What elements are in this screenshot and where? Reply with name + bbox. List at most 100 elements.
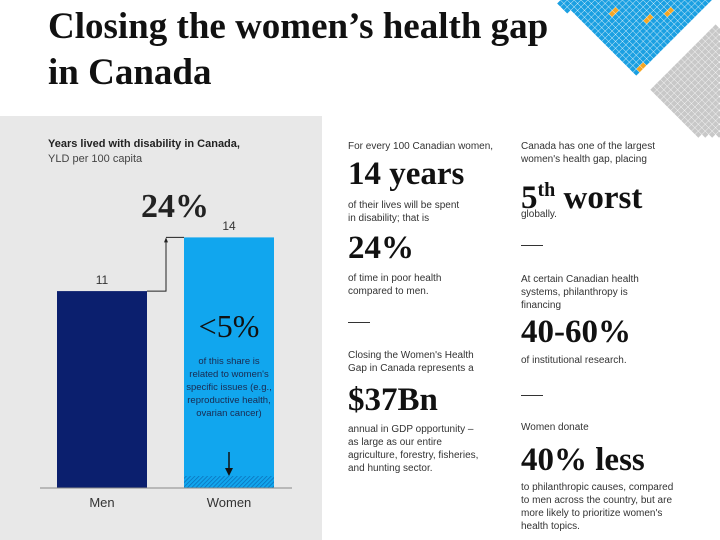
- blue-diamond: [650, 31, 657, 38]
- blue-diamond: [671, 17, 678, 24]
- gray-diamond: [712, 24, 719, 31]
- orange-diamond: [643, 17, 650, 24]
- annotation-value: <5%: [198, 308, 260, 344]
- blue-diamond: [639, 27, 647, 35]
- blue-diamond: [646, 7, 654, 14]
- hatched-share: [184, 476, 274, 488]
- blue-diamond: [664, 38, 671, 45]
- blue-diamond: [671, 3, 678, 11]
- gray-diamond: [688, 69, 695, 76]
- gray-diamond: [688, 48, 695, 55]
- blue-diamond: [581, 3, 588, 11]
- gray-diamond: [698, 52, 705, 59]
- blue-diamond: [612, 20, 619, 28]
- gray-diamond: [674, 103, 681, 111]
- blue-diamond: [650, 0, 657, 4]
- blue-diamond: [674, 14, 681, 21]
- stat6-value: 40% less: [521, 442, 645, 478]
- gray-diamond: [667, 83, 674, 90]
- blue-diamond: [681, 14, 688, 21]
- stat5-value: 40-60%: [521, 314, 631, 350]
- blue-diamond: [691, 3, 699, 11]
- gray-diamond: [667, 76, 674, 83]
- stat6-outro: to philanthropic causes, compared to men…: [521, 482, 674, 532]
- gray-diamond: [715, 96, 720, 104]
- blue-diamond: [643, 45, 650, 52]
- blue-diamond: [639, 7, 647, 14]
- blue-diamond: [605, 0, 612, 7]
- stat4-suffix: th: [537, 179, 556, 201]
- blue-diamond: [633, 27, 640, 35]
- blue-diamond: [588, 0, 595, 4]
- gray-diamond: [664, 86, 671, 93]
- blue-diamond: [657, 24, 664, 31]
- blue-diamond: [577, 0, 585, 7]
- blue-diamond: [629, 0, 636, 4]
- gray-diamond: [702, 55, 709, 62]
- gray-diamond: [695, 103, 702, 111]
- gray-diamond: [712, 93, 719, 100]
- blue-diamond: [664, 31, 671, 38]
- blue-diamond: [629, 38, 636, 45]
- blue-diamond: [591, 0, 599, 7]
- blue-diamond: [591, 14, 599, 21]
- gray-diamond: [695, 117, 702, 124]
- blue-diamond: [636, 0, 643, 4]
- blue-diamond: [636, 38, 643, 45]
- blue-diamond: [684, 0, 692, 4]
- gray-diamond: [688, 62, 695, 69]
- gray-diamond: [681, 89, 688, 97]
- blue-diamond: [629, 65, 636, 73]
- blue-diamond: [633, 34, 640, 42]
- blue-diamond: [674, 27, 681, 35]
- blue-diamond: [602, 24, 609, 31]
- gray-diamond: [712, 58, 719, 66]
- blue-diamond: [581, 10, 588, 17]
- blue-diamond: [671, 10, 678, 17]
- blue-diamond: [557, 0, 564, 7]
- blue-diamond: [633, 7, 640, 14]
- gray-diamond: [677, 107, 685, 114]
- blue-diamond: [657, 31, 664, 38]
- gray-diamond: [698, 58, 705, 66]
- blue-diamond: [650, 45, 657, 52]
- gray-diamond: [702, 89, 709, 97]
- blue-diamond: [626, 48, 633, 55]
- gray-diamond: [702, 69, 709, 76]
- gray-diamond: [708, 96, 716, 104]
- gray-diamond: [705, 45, 712, 52]
- blue-diamond: [619, 34, 626, 42]
- gray-diamond: [708, 41, 716, 49]
- gray-diamond: [705, 65, 712, 73]
- blue-diamond: [595, 17, 602, 24]
- gray-diamond: [715, 41, 720, 49]
- blue-diamond: [608, 3, 616, 11]
- blue-diamond: [636, 52, 643, 59]
- gray-diamond: [660, 96, 668, 104]
- blue-diamond: [588, 3, 595, 11]
- gray-diamond: [702, 76, 709, 83]
- blue-diamond: [684, 10, 692, 17]
- blue-diamond: [660, 34, 668, 42]
- blue-diamond: [605, 34, 612, 42]
- blue-diamond: [667, 34, 674, 42]
- gray-diamond: [698, 38, 705, 45]
- gray-diamond: [702, 103, 709, 111]
- blue-diamond: [633, 41, 640, 49]
- blue-diamond: [643, 38, 650, 45]
- blue-diamond: [636, 17, 643, 24]
- orange-diamond: [636, 65, 643, 73]
- blue-diamond: [667, 14, 674, 21]
- gray-diamond: [688, 76, 695, 83]
- blue-diamond: [602, 10, 609, 17]
- gray-diamond: [715, 27, 720, 35]
- blue-diamond: [674, 7, 681, 14]
- gray-diamond: [708, 69, 716, 76]
- gray-diamond: [671, 72, 678, 80]
- gray-diamond: [684, 86, 692, 93]
- blue-diamond: [653, 20, 661, 28]
- gray-diamond: [691, 79, 699, 86]
- gray-diamond: [715, 34, 720, 42]
- blue-diamond: [626, 27, 633, 35]
- blue-diamond: [633, 20, 640, 28]
